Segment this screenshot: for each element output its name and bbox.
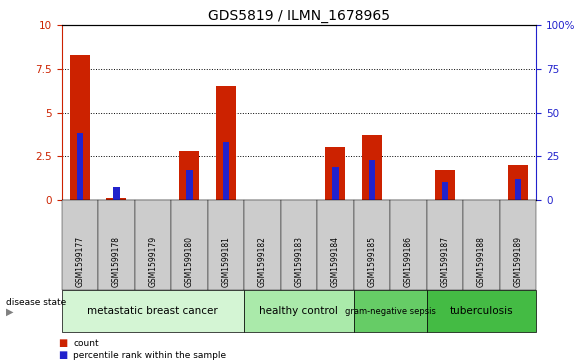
Bar [362, 135, 382, 200]
Bar [515, 179, 521, 200]
Text: gram-negative sepsis: gram-negative sepsis [345, 307, 435, 316]
Text: GSM1599181: GSM1599181 [222, 236, 230, 287]
Text: tuberculosis: tuberculosis [449, 306, 513, 316]
Text: GSM1599189: GSM1599189 [513, 236, 523, 287]
Bar [325, 147, 345, 200]
Text: GSM1599186: GSM1599186 [404, 236, 413, 287]
Bar [70, 55, 90, 200]
Bar [186, 170, 193, 200]
Text: ■: ■ [59, 338, 68, 348]
Bar [332, 167, 339, 200]
Title: GDS5819 / ILMN_1678965: GDS5819 / ILMN_1678965 [208, 9, 390, 23]
Text: GSM1599188: GSM1599188 [477, 236, 486, 287]
Text: GSM1599187: GSM1599187 [441, 236, 449, 287]
Text: GSM1599180: GSM1599180 [185, 236, 194, 287]
Bar [442, 182, 448, 200]
Text: healthy control: healthy control [260, 306, 338, 316]
Text: count: count [73, 339, 99, 347]
Text: metastatic breast cancer: metastatic breast cancer [87, 306, 218, 316]
Bar [113, 187, 120, 200]
Bar [106, 198, 127, 200]
Bar [508, 165, 528, 200]
Text: GSM1599184: GSM1599184 [331, 236, 340, 287]
Text: ▶: ▶ [6, 306, 13, 316]
Text: ■: ■ [59, 350, 68, 360]
Text: GSM1599182: GSM1599182 [258, 236, 267, 287]
Bar [435, 170, 455, 200]
Bar [216, 86, 236, 200]
Bar [179, 151, 199, 200]
Bar [369, 160, 375, 200]
Text: GSM1599183: GSM1599183 [294, 236, 304, 287]
Text: GSM1599179: GSM1599179 [148, 236, 157, 287]
Text: GSM1599185: GSM1599185 [367, 236, 376, 287]
Text: percentile rank within the sample: percentile rank within the sample [73, 351, 226, 359]
Bar [77, 134, 83, 200]
Text: disease state: disease state [6, 298, 66, 307]
Text: GSM1599178: GSM1599178 [112, 236, 121, 287]
Text: GSM1599177: GSM1599177 [75, 236, 84, 287]
Bar [223, 142, 229, 200]
